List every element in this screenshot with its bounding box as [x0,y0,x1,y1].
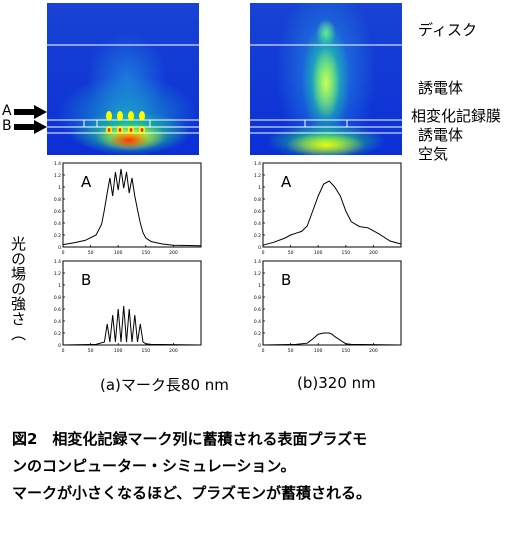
figure-caption-line2: ンのコンピューター・シミュレーション。 [12,457,296,475]
x-tick-label: 50 [88,348,94,354]
x-tick-label: 150 [142,250,151,256]
y-tick-label: 1.4 [254,259,261,265]
y-tick-label: 0.8 [54,197,61,203]
x-tick-label: 50 [288,348,294,354]
y-tick-label: 1 [58,283,61,289]
y-tick-label: 0.4 [254,221,261,227]
plot-80nm-a: 0 0.2 0.4 0.6 0.8 1 1.2 1.4 0 50 100 150 200 A [54,161,202,256]
plot-title: B [81,271,91,289]
plot-frame [62,162,202,248]
layer-label-dielectric-top: 誘電体 [418,79,464,97]
series-line [62,305,202,346]
marker-a-label: A [2,103,12,119]
x-tick-label: 200 [369,348,378,354]
y-tick-label: 0.2 [254,331,261,337]
series-line [262,332,402,346]
x-tick-label: 200 [169,348,178,354]
y-tick-label: 0 [258,245,261,251]
y-tick-label: 0.4 [54,221,61,227]
y-tick-label: 0.8 [54,295,61,301]
y-tick-label: 0.6 [254,307,261,313]
layer-label-phase-change-film: 相変化記録膜 [411,107,502,125]
marker-a: A [2,103,47,119]
x-tick-label: 0 [262,348,265,354]
y-tick-label: 1.4 [54,161,61,167]
y-tick-label: 1 [58,185,61,191]
arrow-right-icon [14,105,47,119]
plot-title: A [281,173,292,191]
plot-title: A [81,173,92,191]
y-tick-label: 1 [258,283,261,289]
layer-label-dielectric-bottom: 誘電体 [418,126,464,144]
y-tick-label: 0 [258,343,261,349]
y-tick-label: 1.2 [254,173,261,179]
x-tick-label: 50 [288,250,294,256]
plot-frame [262,162,402,248]
marker-b-label: B [2,118,12,134]
series-line [62,168,202,247]
y-tick-label: 0.2 [254,233,261,239]
x-tick-label: 50 [88,250,94,256]
y-tick-label: 1 [258,185,261,191]
y-tick-label: 0.6 [254,209,261,215]
plot-frame [62,260,202,346]
y-tick-label: 0 [58,343,61,349]
x-tick-label: 100 [314,348,323,354]
y-tick-label: 0.8 [254,197,261,203]
plot-320nm-a: 0 0.2 0.4 0.6 0.8 1 1.2 1.4 0 50 100 150 200 A [254,161,402,256]
plot-frame [262,260,402,346]
plot-320nm-b: 0 0.2 0.4 0.6 0.8 1 1.2 1.4 0 50 100 150 200 B [254,259,402,354]
x-tick-label: 200 [369,250,378,256]
y-tick-label: 0.4 [254,319,261,325]
vertical-intensity-label: 光の場の強さ（ [9,236,27,341]
sub-caption-320nm: (b)320 nm [297,374,376,392]
arrow-right-icon [14,120,47,134]
y-tick-label: 1.2 [54,271,61,277]
y-tick-label: 0.6 [54,209,61,215]
y-tick-label: 0.4 [54,319,61,325]
sub-caption-80nm: (a)マーク長80 nm [100,376,229,394]
x-tick-label: 0 [62,250,65,256]
x-tick-label: 0 [262,250,265,256]
figure-caption-line1: 図2 相変化記録マーク列に蓄積される表面プラズモ [12,430,368,448]
plot-80nm-b: 0 0.2 0.4 0.6 0.8 1 1.2 1.4 0 50 100 150 200 B [54,259,202,354]
layer-label-air: 空気 [418,145,449,163]
y-tick-label: 1.2 [254,271,261,277]
simulation-panel-320nm [250,3,402,155]
x-tick-label: 100 [114,348,123,354]
x-tick-label: 150 [142,348,151,354]
marker-b: B [2,118,47,134]
x-tick-label: 200 [169,250,178,256]
plot-title: B [281,271,291,289]
y-tick-label: 0.2 [54,233,61,239]
y-tick-label: 0.6 [54,307,61,313]
x-tick-label: 150 [342,250,351,256]
series-line [262,180,402,246]
x-tick-label: 0 [62,348,65,354]
figure-caption-line3: マークが小さくなるほど、プラズモンが蓄積される。 [12,484,371,502]
y-tick-label: 0.2 [54,331,61,337]
y-tick-label: 1.4 [54,259,61,265]
y-tick-label: 1.2 [54,173,61,179]
y-tick-label: 1.4 [254,161,261,167]
simulation-panel-80nm [47,3,199,155]
y-tick-label: 0.8 [254,295,261,301]
x-tick-label: 100 [314,250,323,256]
x-tick-label: 150 [342,348,351,354]
layer-label-disk: ディスク [418,21,477,39]
y-tick-label: 0 [58,245,61,251]
x-tick-label: 100 [114,250,123,256]
